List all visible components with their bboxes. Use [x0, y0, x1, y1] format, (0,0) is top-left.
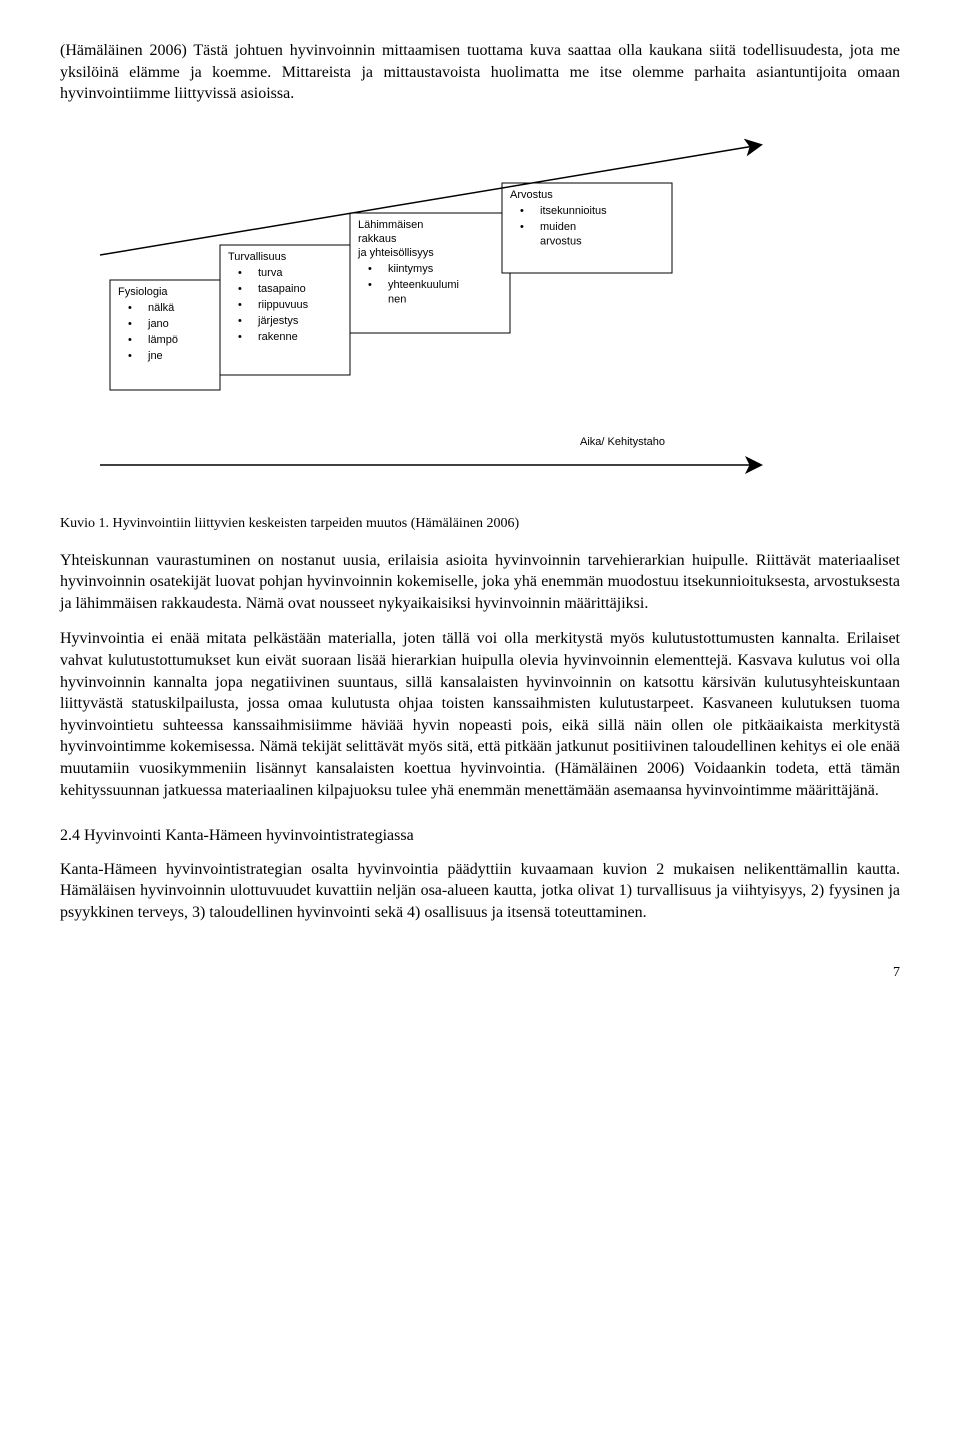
figure-caption: Kuvio 1. Hyvinvointiin liittyvien keskei… [60, 515, 900, 534]
svg-text:tasapaino: tasapaino [258, 283, 306, 295]
page-number: 7 [60, 964, 900, 983]
svg-text:jano: jano [147, 318, 169, 330]
svg-text:jne: jne [147, 350, 163, 362]
section-paragraph-1: Kanta-Hämeen hyvinvointistrategian osalt… [60, 859, 900, 924]
svg-text:•: • [520, 221, 524, 233]
svg-text:•: • [238, 283, 242, 295]
svg-text:rakenne: rakenne [258, 331, 298, 343]
svg-text:järjestys: järjestys [257, 315, 299, 327]
svg-text:•: • [128, 302, 132, 314]
body-paragraph-2: Hyvinvointia ei enää mitata pelkästään m… [60, 628, 900, 801]
svg-text:rakkaus: rakkaus [358, 233, 397, 245]
svg-text:•: • [128, 334, 132, 346]
svg-text:•: • [238, 315, 242, 327]
svg-text:lämpö: lämpö [148, 334, 178, 346]
svg-text:•: • [128, 318, 132, 330]
svg-text:kiintymys: kiintymys [388, 263, 434, 275]
svg-text:•: • [368, 279, 372, 291]
svg-text:Lähimmäisen: Lähimmäisen [358, 219, 423, 231]
body-paragraph-1: Yhteiskunnan vaurastuminen on nostanut u… [60, 550, 900, 615]
svg-text:Fysiologia: Fysiologia [118, 286, 168, 298]
svg-text:Aika/ Kehitystaho: Aika/ Kehitystaho [580, 436, 665, 448]
svg-text:•: • [368, 263, 372, 275]
svg-text:Arvostus: Arvostus [510, 189, 553, 201]
svg-text:itsekunnioitus: itsekunnioitus [540, 205, 607, 217]
section-heading: 2.4 Hyvinvointi Kanta-Hämeen hyvinvointi… [60, 825, 900, 847]
svg-text:arvostus: arvostus [540, 235, 582, 247]
svg-text:nälkä: nälkä [148, 302, 175, 314]
svg-text:•: • [520, 205, 524, 217]
svg-text:ja yhteisöllisyys: ja yhteisöllisyys [357, 247, 434, 259]
svg-text:•: • [238, 267, 242, 279]
svg-text:•: • [128, 350, 132, 362]
svg-text:muiden: muiden [540, 221, 576, 233]
needs-diagram: Fysiologia • nälkä • jano • lämpö • jne Turvallis… [60, 135, 900, 495]
svg-text:Turvallisuus: Turvallisuus [228, 251, 287, 263]
svg-text:nen: nen [388, 293, 406, 305]
svg-text:•: • [238, 331, 242, 343]
svg-text:yhteenkuulumi: yhteenkuulumi [388, 279, 459, 291]
intro-paragraph: (Hämäläinen 2006) Tästä johtuen hyvinvoi… [60, 40, 900, 105]
svg-text:turva: turva [258, 267, 283, 279]
svg-text:riippuvuus: riippuvuus [258, 299, 309, 311]
svg-text:•: • [238, 299, 242, 311]
